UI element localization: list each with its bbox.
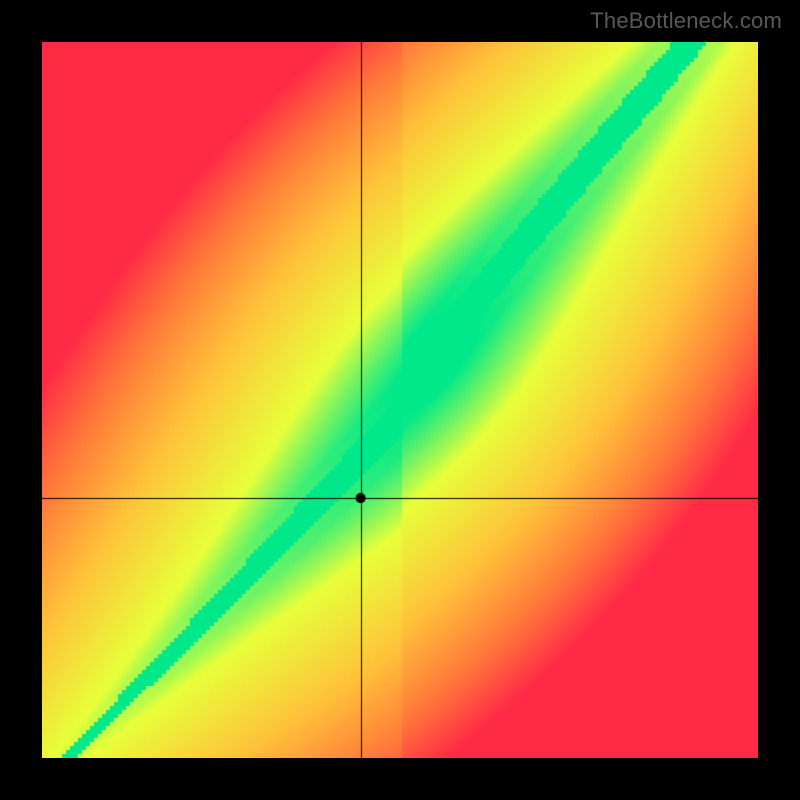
bottleneck-heatmap bbox=[42, 42, 758, 758]
watermark-text: TheBottleneck.com bbox=[590, 8, 782, 34]
